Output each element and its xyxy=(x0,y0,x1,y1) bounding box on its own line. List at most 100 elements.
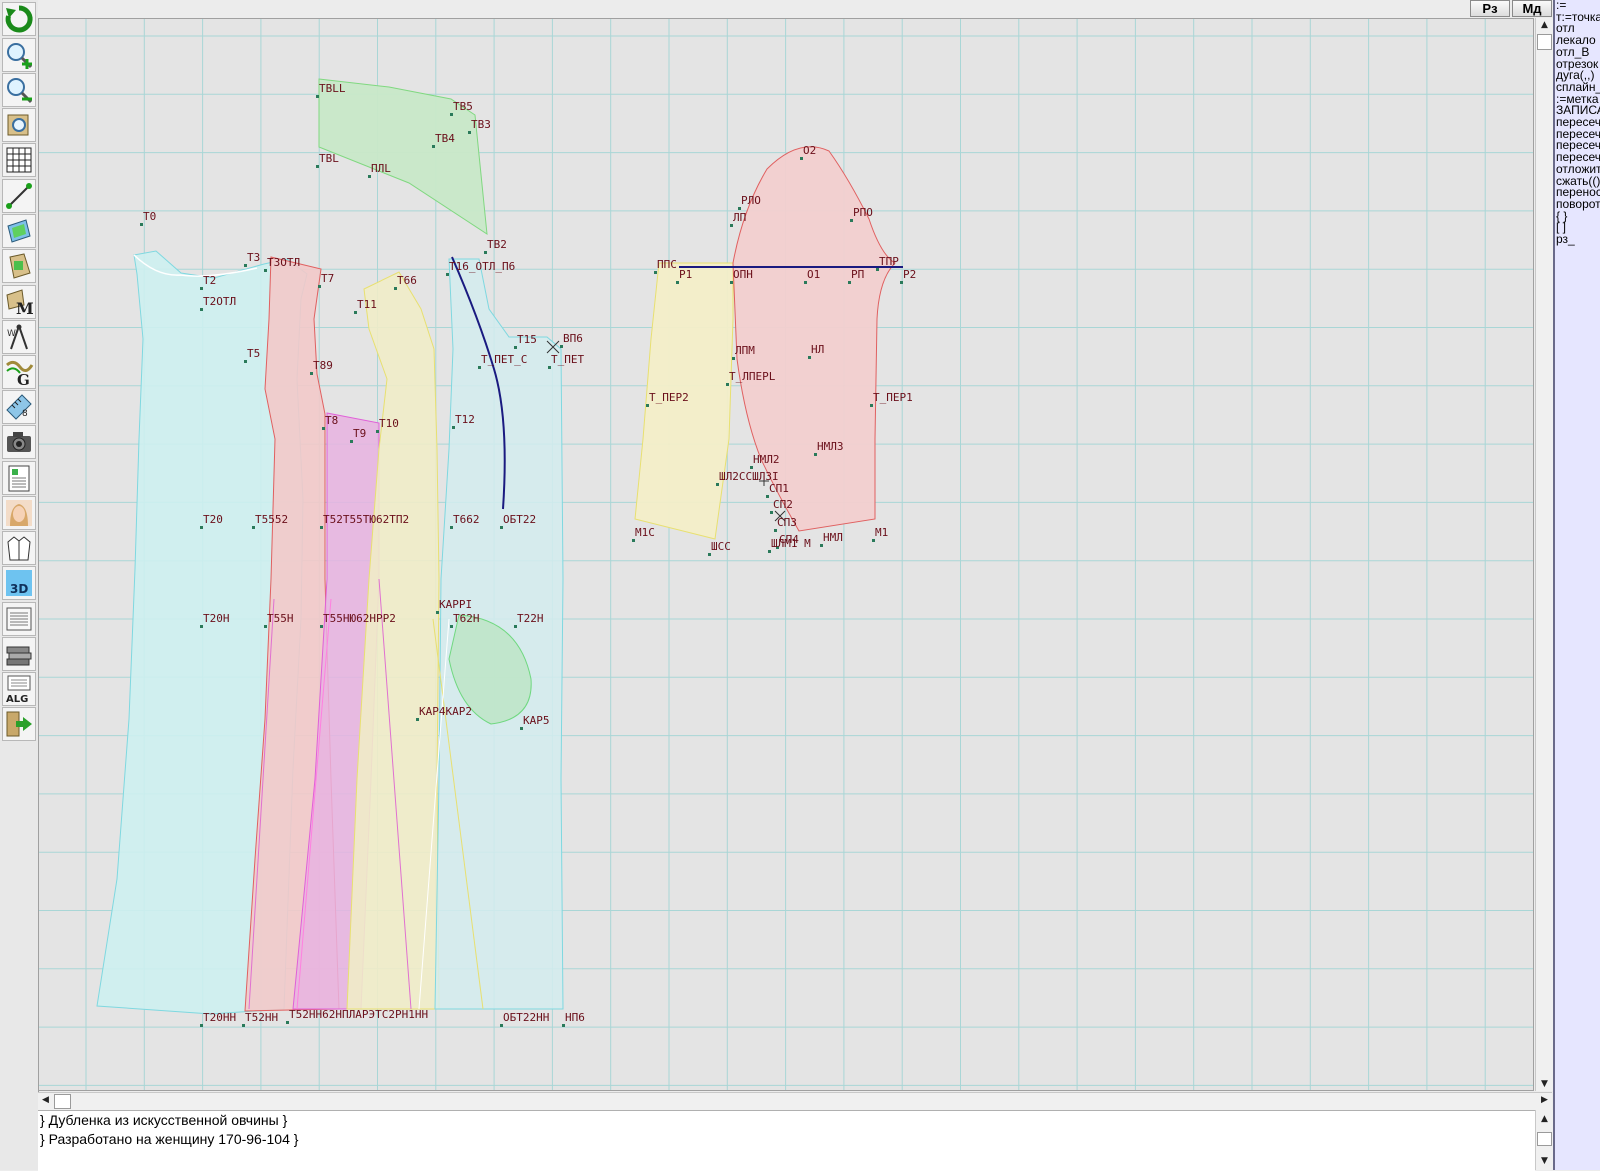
comment-line: } Дубленка из искусственной овчины } xyxy=(40,1112,288,1128)
zoom-in-icon xyxy=(7,43,33,69)
horizontal-scroll-thumb[interactable] xyxy=(54,1094,71,1109)
pattern-select-button[interactable] xyxy=(2,249,36,283)
code-line[interactable]: отложит xyxy=(1556,161,1600,176)
scroll-up-icon[interactable]: ▲ xyxy=(1541,1114,1548,1124)
comments-scroll-thumb[interactable] xyxy=(1537,1132,1552,1146)
point-marker xyxy=(450,526,453,529)
code-line[interactable]: рз_ xyxy=(1556,232,1575,247)
code-line[interactable]: пересеч xyxy=(1556,126,1600,141)
document-button[interactable] xyxy=(2,602,36,636)
md-button[interactable]: Мд xyxy=(1512,0,1552,17)
table-button[interactable] xyxy=(2,461,36,495)
code-line[interactable]: перенос xyxy=(1556,185,1600,200)
point-marker xyxy=(242,1024,245,1027)
zoom-in-button[interactable] xyxy=(2,38,36,72)
pattern-drawing[interactable]: Т0 Т3 Т3ОТЛ Т2 Т2ОТЛ Т7 Т66 Т11 Т16_ОТЛ_П6 Т5 Т89 Т… xyxy=(39,19,1534,1091)
point-label-t55: Т5552 xyxy=(255,513,288,526)
compass-button[interactable]: W xyxy=(2,320,36,354)
point-marker xyxy=(318,285,321,288)
code-line[interactable]: дуга(,,) xyxy=(1556,68,1595,83)
code-panel[interactable]: := т:=точка отл лекало отл_В отрезок дуга(,,) с… xyxy=(1553,0,1600,1170)
point-label-t8: Т8 xyxy=(325,414,338,427)
exit-button[interactable] xyxy=(2,707,36,741)
code-line[interactable]: сплайн_ xyxy=(1556,79,1600,94)
comments-scrollbar[interactable]: ▲ ▼ xyxy=(1535,1110,1553,1170)
point-marker xyxy=(478,366,481,369)
point-label-tper2: Т_ПЕР2 xyxy=(649,391,689,404)
graduation-button[interactable]: G xyxy=(2,355,36,389)
point-marker xyxy=(872,539,875,542)
rz-button[interactable]: Рз xyxy=(1470,0,1510,17)
code-line[interactable]: поворот xyxy=(1556,196,1600,211)
code-line[interactable]: отл xyxy=(1556,21,1575,36)
measurements-button[interactable]: M xyxy=(2,285,36,319)
grid-button[interactable] xyxy=(2,143,36,177)
comment-line: } Разработано на женщину 170-96-104 } xyxy=(40,1131,299,1147)
drawing-canvas[interactable]: Т0 Т3 Т3ОТЛ Т2 Т2ОТЛ Т7 Т66 Т11 Т16_ОТЛ_П6 Т5 Т89 Т… xyxy=(38,18,1534,1091)
point-marker xyxy=(436,611,439,614)
layers-icon xyxy=(6,646,32,666)
code-line[interactable]: :=метка xyxy=(1556,91,1599,106)
code-line[interactable]: пересеч xyxy=(1556,150,1600,165)
point-label-tmidh: Т55НЮ62НРР2 xyxy=(323,612,396,625)
zoom-out-button[interactable] xyxy=(2,73,36,107)
point-marker xyxy=(766,495,769,498)
point-marker xyxy=(452,426,455,429)
collar-piece[interactable] xyxy=(318,78,488,235)
point-label-tbot: Т52НН62НПЛАРЭТС2РН1НН xyxy=(289,1008,428,1021)
code-line[interactable]: пересеч xyxy=(1556,115,1600,130)
camera-icon xyxy=(7,432,31,452)
code-line[interactable]: := xyxy=(1556,0,1567,12)
point-marker xyxy=(450,625,453,628)
point-marker xyxy=(560,345,563,348)
scroll-up-icon[interactable]: ▲ xyxy=(1541,20,1548,30)
3d-view-button[interactable]: 3D xyxy=(2,566,36,600)
code-line[interactable]: сжать(() xyxy=(1556,173,1600,188)
pocket-piece[interactable] xyxy=(448,614,532,725)
camera-button[interactable] xyxy=(2,425,36,459)
point-label-tmid: Т52Т55ТЮ62ТП2 xyxy=(323,513,409,526)
code-line[interactable]: лекало xyxy=(1556,33,1596,48)
code-line[interactable]: отл_В xyxy=(1556,44,1590,59)
point-label-hp6: НП6 xyxy=(565,1011,585,1024)
point-label-t22hh: ОБТ22НН xyxy=(503,1011,549,1024)
line-tool-button[interactable] xyxy=(2,179,36,213)
horizontal-scrollbar[interactable]: ◀ ▶ xyxy=(38,1092,1552,1110)
point-label-t10: Т10 xyxy=(379,417,399,430)
code-line[interactable]: отрезок xyxy=(1556,56,1599,71)
pattern-button[interactable] xyxy=(2,214,36,248)
garment-button[interactable] xyxy=(2,531,36,565)
point-label-tb4: ТВ4 xyxy=(435,132,455,145)
point-label-tpr: ТПР xyxy=(879,255,899,268)
code-line[interactable]: { } xyxy=(1556,208,1568,223)
point-marker xyxy=(394,287,397,290)
point-label-t52hh: Т52НН xyxy=(245,1011,278,1024)
ruler-button[interactable]: 8 xyxy=(2,390,36,424)
point-marker xyxy=(850,219,853,222)
layers-button[interactable] xyxy=(2,637,36,671)
refresh-button[interactable] xyxy=(2,2,36,36)
code-line[interactable]: т:=точка xyxy=(1556,9,1600,24)
code-line[interactable]: пересеч xyxy=(1556,138,1600,153)
point-marker xyxy=(200,625,203,628)
point-marker xyxy=(514,346,517,349)
code-line[interactable]: ЗАПИСА xyxy=(1556,103,1600,118)
algorithm-button[interactable]: ALG xyxy=(2,672,36,706)
code-line[interactable]: [ ] xyxy=(1556,220,1567,235)
vertical-scroll-thumb[interactable] xyxy=(1537,34,1552,50)
point-label-kap5: КАР5 xyxy=(523,714,550,727)
scroll-down-icon[interactable]: ▼ xyxy=(1541,1079,1548,1089)
comments-area[interactable]: } Дубленка из искусственной овчины } } Р… xyxy=(38,1110,1535,1171)
scroll-down-icon[interactable]: ▼ xyxy=(1541,1156,1548,1166)
scroll-right-icon[interactable]: ▶ xyxy=(1541,1095,1548,1105)
point-marker xyxy=(320,625,323,628)
point-marker xyxy=(500,526,503,529)
point-label-tb5: ТВ5 xyxy=(453,100,473,113)
point-marker xyxy=(200,1024,203,1027)
zoom-fit-button[interactable] xyxy=(2,108,36,142)
vertical-scrollbar[interactable]: ▲ ▼ xyxy=(1535,18,1553,1091)
sleeve-upper-piece[interactable] xyxy=(679,146,903,532)
avatar-button[interactable] xyxy=(2,496,36,530)
scroll-left-icon[interactable]: ◀ xyxy=(42,1095,49,1105)
point-marker xyxy=(520,727,523,730)
